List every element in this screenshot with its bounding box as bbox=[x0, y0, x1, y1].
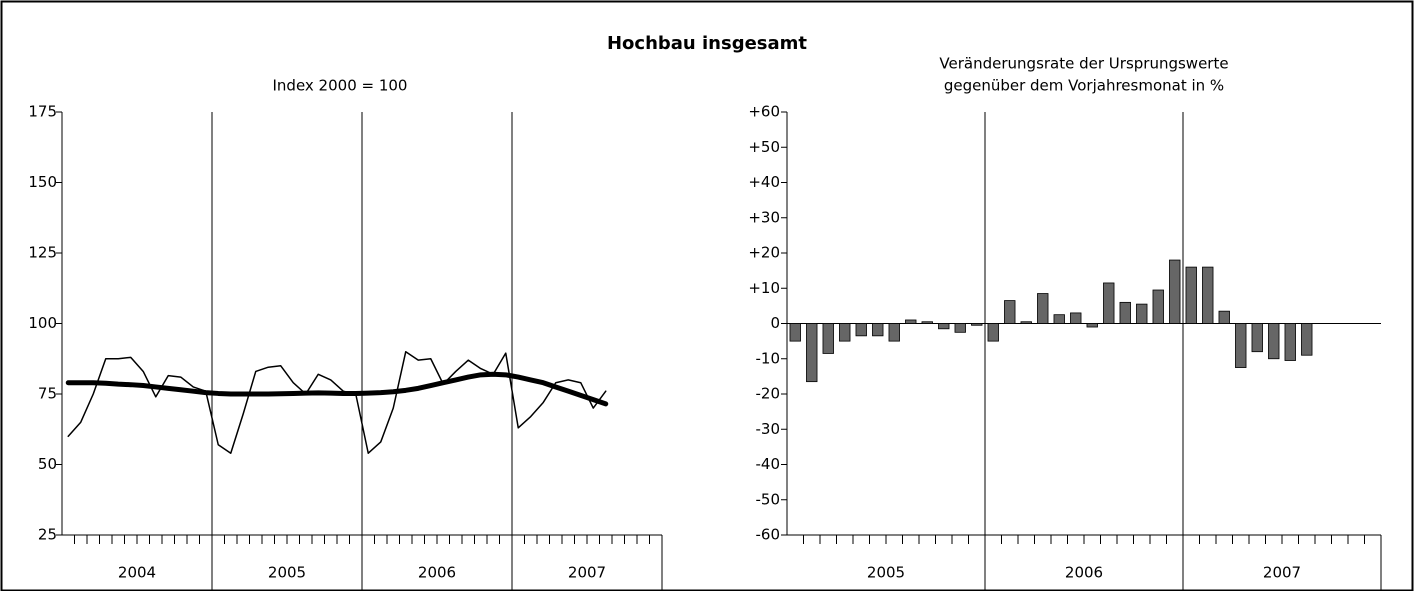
bar bbox=[806, 323, 818, 383]
chart-subtitle: Index 2000 = 100 bbox=[273, 77, 408, 95]
bar bbox=[971, 323, 983, 326]
bar bbox=[1301, 323, 1313, 356]
x-tick-label: 2005 bbox=[867, 564, 905, 582]
bar bbox=[1020, 321, 1032, 324]
chart-title: Hochbau insgesamt bbox=[607, 33, 807, 54]
y-tick-label: 150 bbox=[28, 173, 57, 191]
y-tick-label: -10 bbox=[756, 349, 781, 367]
y-tick-label: 125 bbox=[28, 244, 57, 262]
bar bbox=[1235, 323, 1247, 368]
bar bbox=[789, 323, 801, 342]
bar bbox=[839, 323, 851, 342]
bar bbox=[1103, 282, 1115, 324]
y-tick-label: 50 bbox=[38, 455, 57, 473]
bar bbox=[954, 323, 966, 333]
bar bbox=[1119, 301, 1131, 324]
bar bbox=[1169, 259, 1181, 324]
x-tick-label: 2006 bbox=[1065, 564, 1103, 582]
y-tick-label: 175 bbox=[28, 103, 57, 121]
bar bbox=[855, 323, 867, 337]
bar bbox=[888, 323, 900, 342]
y-tick-label: -50 bbox=[756, 490, 781, 508]
bar bbox=[1202, 266, 1214, 324]
bar bbox=[921, 321, 933, 324]
bar bbox=[1086, 323, 1098, 328]
bar bbox=[1152, 289, 1164, 324]
bar bbox=[1053, 314, 1065, 324]
chart-subtitle: Veränderungsrate der Ursprungswerte bbox=[939, 55, 1228, 73]
y-tick-label: +50 bbox=[748, 138, 780, 156]
x-tick-label: 2004 bbox=[118, 564, 156, 582]
bar bbox=[1185, 266, 1197, 324]
bar bbox=[938, 323, 950, 330]
line-series bbox=[65, 371, 609, 407]
bar bbox=[1218, 310, 1230, 324]
x-tick-label: 2006 bbox=[418, 564, 456, 582]
line-series bbox=[67, 350, 607, 454]
bar bbox=[1037, 293, 1049, 324]
y-tick-label: 75 bbox=[38, 385, 57, 403]
bar bbox=[1251, 323, 1263, 353]
y-tick-label: 25 bbox=[38, 526, 57, 544]
y-tick-label: -20 bbox=[756, 385, 781, 403]
bar bbox=[872, 323, 884, 337]
bar bbox=[1004, 300, 1016, 324]
bar bbox=[1136, 303, 1148, 324]
y-tick-label: -30 bbox=[756, 420, 781, 438]
y-tick-label: +10 bbox=[748, 279, 780, 297]
y-tick-label: +60 bbox=[748, 103, 780, 121]
y-tick-label: +40 bbox=[748, 173, 780, 191]
y-tick-label: -40 bbox=[756, 455, 781, 473]
bar bbox=[1284, 323, 1296, 361]
x-tick-label: 2007 bbox=[1263, 564, 1301, 582]
bar bbox=[822, 323, 834, 354]
y-tick-label: -60 bbox=[756, 526, 781, 544]
bar bbox=[987, 323, 999, 342]
bar bbox=[905, 319, 917, 324]
bar bbox=[1268, 323, 1280, 360]
y-tick-label: +30 bbox=[748, 208, 780, 226]
x-tick-label: 2007 bbox=[568, 564, 606, 582]
bar bbox=[1070, 312, 1082, 324]
y-tick-label: 100 bbox=[28, 314, 57, 332]
y-tick-label: 0 bbox=[770, 314, 780, 332]
chart-subtitle: gegenüber dem Vorjahresmonat in % bbox=[944, 77, 1224, 95]
x-tick-label: 2005 bbox=[268, 564, 306, 582]
y-tick-label: +20 bbox=[748, 244, 780, 262]
